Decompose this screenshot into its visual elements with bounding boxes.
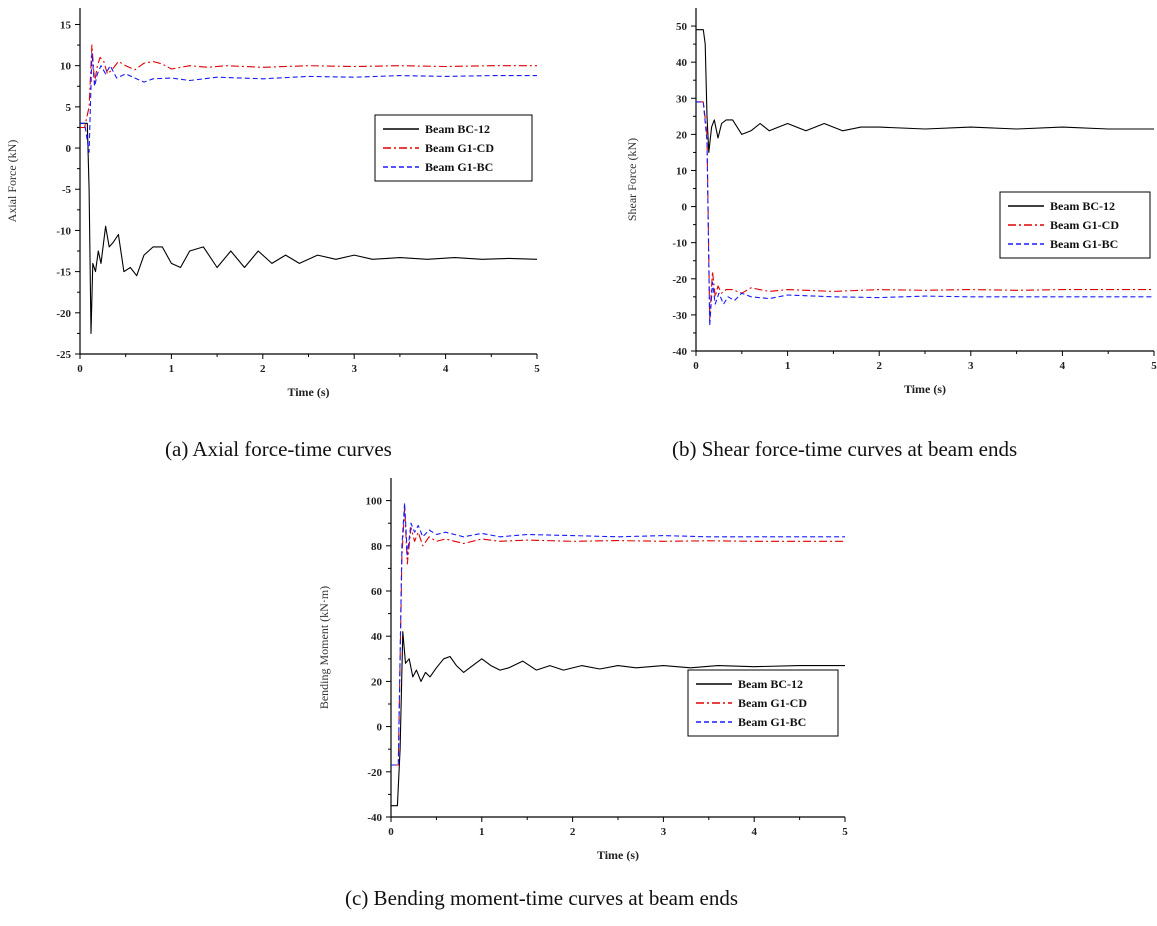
y-tick-label: 40 [676,57,688,69]
caption-shear: (b) Shear force-time curves at beam ends [672,437,1018,461]
y-tick-label: 80 [371,541,383,553]
y-tick-label: 20 [371,676,383,688]
legend-label: Beam G1-BC [1050,237,1118,251]
series-line-beam-g1-cd [391,506,845,766]
legend-label: Beam BC-12 [1050,199,1115,213]
y-tick-label: 0 [377,722,383,734]
x-tick-label: 5 [534,363,540,375]
y-tick-label: 10 [60,61,72,73]
caption-moment: (c) Bending moment-time curves at beam e… [345,886,739,910]
chart-panel-axial: 0 1 2 3 4 5 -25 -20 -15 -10 -5 0 5 10 15 Time (s) Axial … [0,0,560,420]
y-tick-label: -20 [56,308,71,320]
y-tick-label: -40 [367,812,382,824]
x-tick-label: 4 [1060,360,1066,372]
y-axis-title: Axial Force (kN) [5,140,19,223]
y-tick-label: 5 [66,102,72,114]
x-tick-label: 5 [842,826,848,838]
x-tick-label: 1 [785,360,791,372]
series-line-beam-g1-cd [80,44,537,129]
y-tick-label: -20 [367,767,382,779]
y-axis-title: Shear Force (kN) [625,138,639,221]
legend-label: Beam G1-CD [738,696,807,710]
y-tick-label: 0 [66,143,72,155]
chart-panel-shear: 0 1 2 3 4 5 -40 -30 -20 -10 0 10 20 30 40 50 Time (s) She… [600,0,1157,420]
x-tick-label: 0 [388,826,394,838]
y-axis-title: Bending Moment (kN·m) [317,586,331,709]
x-axis-title: Time (s) [597,848,639,862]
y-tick-label: -15 [56,267,71,279]
x-tick-label: 3 [968,360,974,372]
legend-label: Beam G1-CD [425,141,494,155]
y-tick-label: 40 [371,631,383,643]
y-tick-label: -5 [62,184,72,196]
x-tick-label: 1 [479,826,485,838]
x-tick-label: 2 [260,363,266,375]
x-tick-label: 0 [77,363,83,375]
x-tick-label: 4 [443,363,449,375]
y-tick-label: -25 [56,349,71,361]
y-tick-label: 10 [676,165,688,177]
x-axis-title: Time (s) [904,382,946,396]
y-tick-label: -10 [56,225,71,237]
series-line-beam-g1-cd [696,101,1154,320]
axial-force-chart: 0 1 2 3 4 5 -25 -20 -15 -10 -5 0 5 10 15 Time (s) Axial … [5,8,540,399]
y-tick-label: 50 [676,21,688,33]
bending-moment-chart: 0 1 2 3 4 5 -40 -20 0 20 40 60 80 100 Time (s) Bending … [317,478,848,862]
y-tick-label: -30 [672,310,687,322]
legend-label: Beam G1-BC [425,160,493,174]
x-tick-label: 2 [876,360,882,372]
series-line-beam-bc-12 [80,122,538,334]
y-tick-label: 100 [366,496,383,508]
y-tick-label: 0 [682,202,688,214]
series-line-beam-bc-12 [696,29,1154,153]
x-tick-label: 5 [1151,360,1157,372]
legend-label: Beam G1-BC [738,715,806,729]
legend-label: Beam BC-12 [425,122,490,136]
x-tick-label: 3 [351,363,357,375]
x-tick-label: 1 [169,363,175,375]
x-tick-label: 2 [570,826,576,838]
y-tick-label: 20 [676,129,688,141]
x-axis-title: Time (s) [287,385,329,399]
x-tick-label: 3 [661,826,667,838]
series-line-beam-g1-bc [696,101,1154,327]
x-tick-label: 4 [751,826,757,838]
legend-label: Beam G1-CD [1050,218,1119,232]
y-tick-label: -20 [672,274,687,286]
series-line-beam-bc-12 [391,631,845,807]
legend-label: Beam BC-12 [738,677,803,691]
y-tick-label: -10 [672,238,687,250]
series-line-beam-g1-bc [80,52,537,153]
y-tick-label: 60 [371,586,383,598]
y-tick-label: -40 [672,346,687,358]
series-line-beam-g1-bc [391,502,845,766]
chart-panel-moment: 0 1 2 3 4 5 -40 -20 0 20 40 60 80 100 Time (s) Bending … [310,470,870,880]
caption-axial: (a) Axial force-time curves [165,437,392,461]
y-tick-label: 15 [60,19,72,31]
y-tick-label: 30 [676,93,688,105]
x-tick-label: 0 [693,360,699,372]
shear-force-chart: 0 1 2 3 4 5 -40 -30 -20 -10 0 10 20 30 40 50 Time (s) She… [625,8,1157,396]
